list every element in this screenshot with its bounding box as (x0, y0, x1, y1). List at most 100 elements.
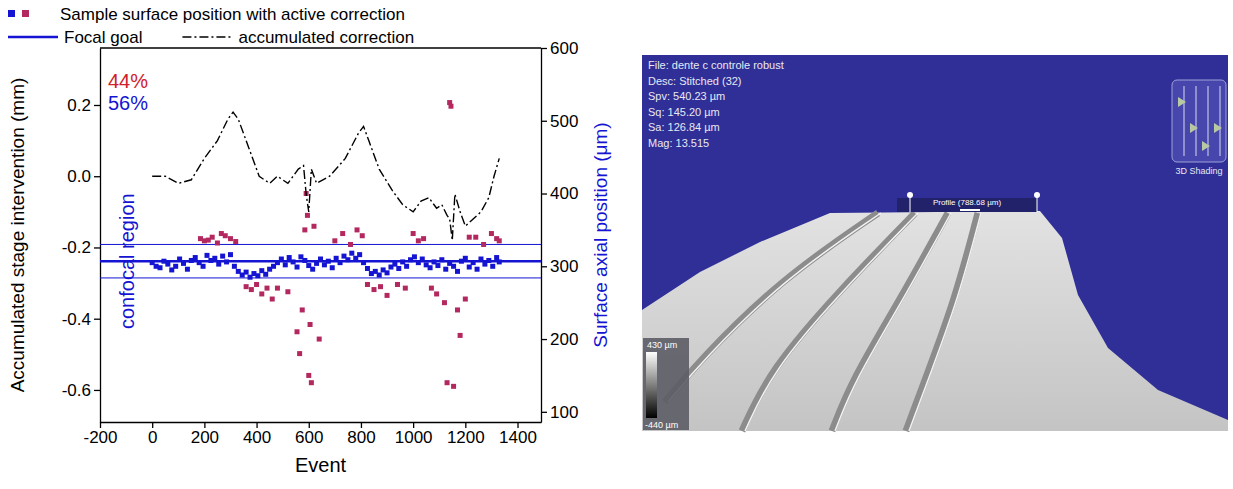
point (490, 264, 495, 269)
tick-label: 100 (550, 403, 578, 422)
legend-line (8, 36, 58, 39)
point (471, 260, 476, 265)
point (338, 260, 343, 265)
point (311, 224, 316, 229)
legend-label: Focal goal (64, 28, 142, 47)
tick-label: 400 (243, 428, 271, 447)
widget-slider (1190, 123, 1198, 133)
point (223, 233, 228, 238)
point (378, 284, 383, 289)
point (291, 259, 296, 264)
info-text: Sa: 126.84 µm (648, 121, 720, 133)
x-axis-title: Event (295, 454, 347, 476)
point (173, 264, 178, 269)
tick-label: -0.2 (62, 238, 91, 257)
profile-handle (1034, 192, 1040, 198)
widget-track (1184, 86, 1185, 156)
color-scale (646, 352, 657, 418)
color-scale-label: -440 µm (645, 420, 678, 430)
point (421, 236, 426, 241)
point (212, 256, 217, 261)
point (455, 269, 460, 274)
point (475, 267, 480, 272)
point (481, 242, 486, 247)
point (165, 262, 170, 267)
point (396, 266, 401, 271)
point (448, 104, 453, 109)
point (434, 291, 439, 296)
point (334, 256, 339, 261)
tick: 1200 (447, 422, 485, 447)
point (451, 264, 456, 269)
point (249, 287, 254, 292)
legend-marker (22, 10, 29, 17)
point (310, 267, 315, 272)
point (302, 258, 307, 263)
tick: 200 (541, 330, 578, 349)
point (255, 273, 260, 278)
info-text: Spv: 540.23 µm (648, 90, 725, 102)
screenshot: Profile (788.68 µm)File: dente c control… (642, 55, 1228, 431)
legend-marker (8, 10, 15, 17)
widget-slider (1214, 123, 1222, 133)
point (295, 329, 300, 334)
point (455, 307, 460, 312)
point (215, 241, 220, 246)
point (185, 267, 190, 272)
scatter-series (198, 100, 502, 389)
color-scale-label: 430 µm (647, 340, 677, 350)
point (302, 227, 307, 232)
tick: 1400 (499, 422, 537, 447)
point (177, 257, 182, 262)
y-axis-title: Accumulated stage intervention (mm) (7, 78, 28, 393)
groove-edge (835, 213, 951, 431)
widget (1172, 80, 1226, 162)
point (467, 235, 472, 240)
tick: 800 (347, 422, 375, 447)
tick: 0 (148, 422, 157, 447)
info-text: Mag: 13.515 (648, 137, 709, 149)
legend: Sample surface position with active corr… (8, 5, 414, 47)
point (285, 289, 290, 294)
color-scale-box (643, 338, 689, 430)
tick: 600 (295, 422, 323, 447)
tick-mark (94, 390, 100, 391)
point (232, 264, 237, 269)
groove-edge (745, 213, 918, 431)
widget-track (1220, 86, 1221, 156)
x-axis-line (101, 422, 542, 423)
tick-mark (541, 193, 547, 194)
region-bound (100, 244, 541, 245)
point (497, 238, 502, 243)
y2-axis-line (541, 49, 542, 423)
point (404, 264, 409, 269)
tick: -0.2 (62, 238, 100, 257)
point (300, 307, 305, 312)
tick-mark (541, 121, 547, 122)
tick-mark (94, 105, 100, 106)
point (392, 262, 397, 267)
tick: 300 (541, 257, 578, 276)
point (297, 351, 302, 356)
figure: -2000200400600800100012001400-0.6-0.4-0.… (0, 0, 1233, 489)
tick: 400 (243, 422, 271, 447)
y-axis-line (100, 49, 101, 423)
point (400, 259, 405, 264)
point (204, 253, 209, 258)
point (463, 297, 468, 302)
tick-label: 1000 (395, 428, 433, 447)
region-bound (100, 277, 541, 278)
legend-label: Sample surface position with active corr… (60, 5, 405, 24)
point (158, 265, 163, 270)
point (275, 286, 280, 291)
point (473, 235, 478, 240)
point (305, 213, 310, 218)
point (458, 333, 463, 338)
point (332, 238, 337, 243)
surface (642, 211, 1228, 431)
y2-axis-title: Surface axial position (μm) (590, 122, 611, 347)
point (497, 259, 502, 264)
point (318, 257, 323, 262)
tick-label: 0.0 (67, 167, 91, 186)
point (429, 286, 434, 291)
